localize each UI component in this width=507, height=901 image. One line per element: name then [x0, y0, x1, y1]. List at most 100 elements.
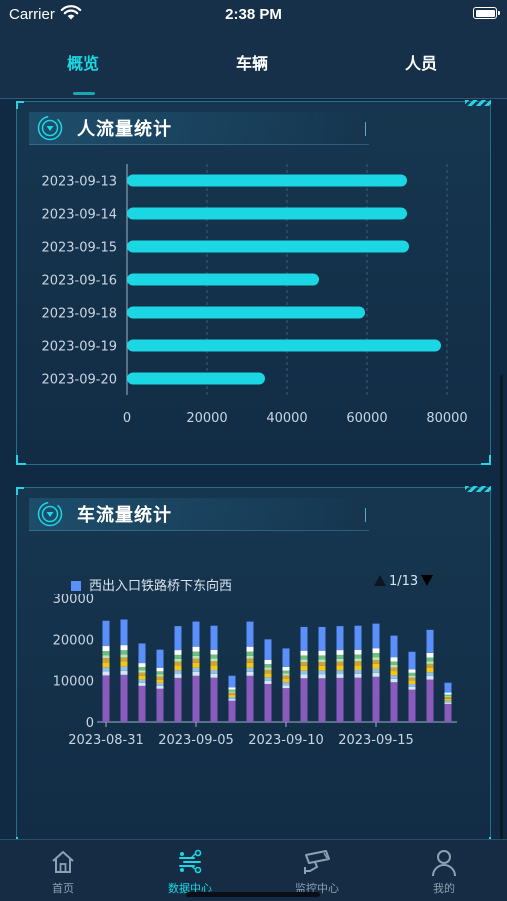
stacked-bar-segment [264, 680, 272, 684]
x-tick-label: 2023-09-15 [338, 733, 414, 748]
y-tick-label: 2023-09-16 [41, 274, 117, 289]
stacked-bar-segment [372, 668, 380, 673]
y-tick-label: 0 [86, 716, 94, 731]
tabbar-monitor-center[interactable]: 监控中心 [254, 840, 380, 901]
stacked-bar-segment [192, 646, 200, 652]
stacked-bar-segment [174, 677, 182, 722]
stacked-bar-segment [246, 658, 254, 663]
stacked-bar-segment [444, 692, 452, 695]
stacked-bar-segment [300, 659, 308, 663]
stacked-bar-segment [138, 643, 146, 664]
stacked-bar-segment [354, 658, 362, 662]
stacked-bar-segment [444, 694, 452, 697]
stacked-bar-segment [264, 683, 272, 722]
stacked-bar-segment [138, 685, 146, 722]
dashboard-scroll-area[interactable]: 人流量统计 0 20000 40000 60000 80000 2023-09-13 202… [0, 99, 507, 839]
stacked-bar-segment [336, 654, 344, 659]
stacked-bar-segment [228, 698, 236, 701]
stacked-bar-segment [426, 661, 434, 664]
stacked-bar-segment [138, 667, 146, 671]
stacked-bar-segment [282, 670, 290, 674]
stacked-bar-segment [138, 682, 146, 686]
card-title: 车流量统计 [77, 505, 172, 526]
stacked-bar-segment [444, 682, 452, 693]
bar [127, 306, 365, 319]
scrollbar[interactable] [500, 375, 503, 839]
x-tick-label: 60000 [346, 411, 387, 426]
card-corner-decoration [465, 100, 491, 106]
stacked-bar-segment [300, 665, 308, 671]
stacked-bar-segment [336, 626, 344, 651]
tab-indicator [73, 92, 95, 95]
people-flow-chart: 0 20000 40000 60000 80000 2023-09-13 2023-09-1… [41, 164, 468, 426]
tab-overview[interactable]: 概览 [67, 54, 100, 73]
stacked-bar-segment [390, 671, 398, 676]
page-down-icon[interactable] [421, 575, 434, 586]
stacked-bar-segment [408, 651, 416, 670]
stacked-bar-segment [156, 674, 164, 677]
stacked-bar-segment [174, 626, 182, 651]
stacked-bar-segment [408, 680, 416, 685]
stacked-bar-segment [156, 679, 164, 683]
tab-vehicles[interactable]: 车辆 [236, 54, 269, 73]
stacked-bar-segment [426, 672, 434, 676]
stacked-bar-segment [426, 629, 434, 653]
page-up-icon[interactable] [374, 575, 386, 586]
stacked-bar-segment [408, 669, 416, 673]
card-title: 人流量统计 [77, 119, 172, 140]
tabbar-label: 我的 [433, 882, 455, 895]
stacked-bar-segment [138, 663, 146, 668]
stacked-bar-segment [318, 659, 326, 663]
stacked-bar-segment [120, 650, 128, 655]
stacked-bar-segment [354, 677, 362, 722]
home-indicator [186, 892, 320, 897]
stacked-bar-segment [246, 667, 254, 672]
stacked-bar-segment [120, 619, 128, 646]
stacked-bar-segment [426, 675, 434, 680]
card-corner-decoration [16, 101, 24, 109]
stacked-bar-segment [336, 677, 344, 722]
stacked-bar-segment [426, 667, 434, 673]
bottom-tab-bar: 首页 数据中心 监控中心 我的 [0, 839, 507, 901]
stacked-bar-segment [174, 665, 182, 671]
carrier-label: Carrier [9, 6, 55, 23]
stacked-bar-segment [282, 685, 290, 689]
stacked-bar-segment [318, 655, 326, 660]
stacked-bar-segment [210, 661, 218, 666]
bar [127, 273, 319, 286]
stacked-bar-segment [282, 682, 290, 686]
stacked-bar-segment [336, 674, 344, 678]
stacked-bar-segment [336, 658, 344, 662]
x-tick-label: 2023-09-05 [158, 733, 234, 748]
y-tick-label: 2023-09-15 [41, 241, 117, 256]
stacked-bar-segment [228, 697, 236, 699]
tab-people[interactable]: 人员 [405, 54, 438, 73]
stacked-bar-segment [156, 688, 164, 722]
tabbar-home[interactable]: 首页 [0, 840, 126, 901]
battery-icon [473, 7, 500, 19]
stacked-bar-segment [174, 661, 182, 666]
stacked-bar-segment [192, 662, 200, 668]
stacked-bar-segment [264, 677, 272, 681]
stacked-bar-segment [336, 650, 344, 655]
chart-legend[interactable]: 西出入口铁路桥下东向西 [71, 575, 232, 594]
y-tick-label: 30000 [53, 594, 94, 607]
stacked-bar-segment [300, 650, 308, 656]
stacked-bar-segment [372, 660, 380, 664]
stacked-bar-segment [138, 672, 146, 676]
y-tick-label: 10000 [53, 675, 94, 690]
tabbar-data-center[interactable]: 数据中心 [127, 840, 253, 901]
stacked-bar-segment [408, 672, 416, 676]
stacked-bar-segment [282, 678, 290, 683]
y-tick-label: 2023-09-13 [41, 175, 117, 190]
stacked-bar-segment [156, 676, 164, 680]
status-bar: Carrier 2:38 PM [0, 0, 507, 30]
stacked-bar-segment [354, 669, 362, 674]
stacked-bar-segment [102, 646, 110, 652]
stacked-bar-segment [336, 665, 344, 671]
stacked-bar-segment [408, 686, 416, 690]
stacked-bar-segment [120, 645, 128, 651]
stacked-bar-segment [102, 667, 110, 672]
stacked-bar-segment [246, 621, 254, 647]
tabbar-profile[interactable]: 我的 [381, 840, 507, 901]
